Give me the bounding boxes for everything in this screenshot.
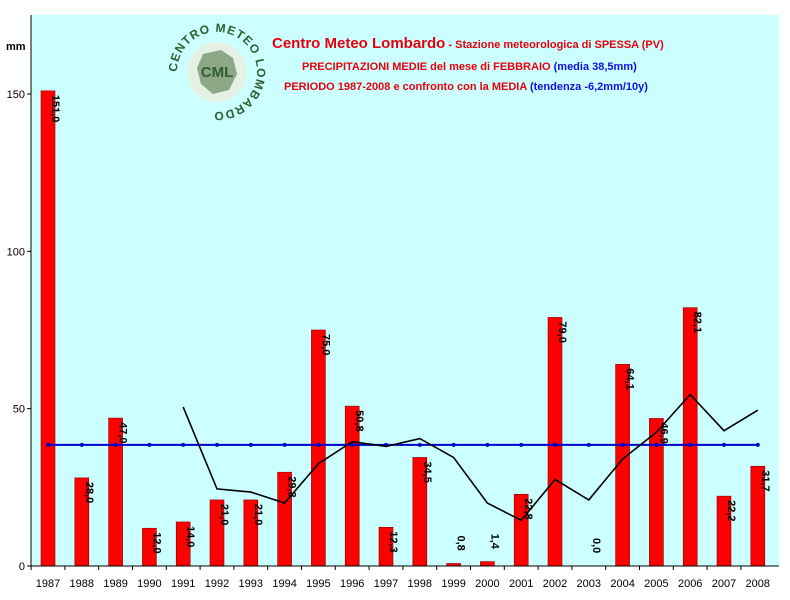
logo-region-shape <box>197 50 237 94</box>
x-tick-label: 1989 <box>103 578 127 590</box>
bar-value-label: 0,0 <box>590 538 602 553</box>
bar-value-label: 31,7 <box>759 470 771 491</box>
bar-value-label: 34,5 <box>421 461 433 482</box>
mean-marker <box>688 442 693 447</box>
chart-subtitle-1: PRECIPITAZIONI MEDIE del mese di FEBBRAI… <box>302 61 637 73</box>
mean-marker <box>553 442 557 447</box>
mean-marker <box>755 442 760 447</box>
x-tick-label: 1993 <box>239 578 263 590</box>
bars-layer <box>40 90 766 567</box>
bar-2000 <box>480 561 495 567</box>
mean-marker <box>181 442 186 447</box>
x-tick-label: 1990 <box>137 578 161 590</box>
bar-value-label: 29,8 <box>286 476 298 497</box>
moving-average-line <box>182 393 759 522</box>
bar-value-label: 0,8 <box>455 535 467 550</box>
x-tick-label: 2008 <box>746 578 770 590</box>
x-tick-label: 2007 <box>712 578 736 590</box>
mean-marker <box>451 442 456 447</box>
mean-marker <box>485 442 490 447</box>
mean-marker <box>586 442 591 447</box>
bar-2006 <box>682 307 698 567</box>
y-tick-label: 150 <box>7 89 25 101</box>
mean-marker <box>620 442 625 447</box>
bar-value-label: 12,0 <box>150 532 162 553</box>
bar-2002 <box>547 317 563 567</box>
y-tick-label: 100 <box>7 246 25 258</box>
x-tick-label: 2002 <box>543 578 567 590</box>
bar-value-label: 21,0 <box>218 504 230 525</box>
bar-value-label: 64,1 <box>624 368 636 389</box>
x-tick-label: 1991 <box>171 578 195 590</box>
x-tick-label: 2005 <box>644 578 668 590</box>
bar-value-label: 75,0 <box>319 334 331 355</box>
x-tick-label: 1987 <box>36 578 60 590</box>
x-tick-label: 2004 <box>610 578 634 590</box>
mean-marker <box>215 442 219 447</box>
bar-value-label: 14,0 <box>184 526 196 547</box>
mean-marker <box>113 442 118 447</box>
axes-layer: 0 50 100 150 1987 1988 1989 1990 1991 1992 1993 199… <box>7 15 779 590</box>
x-tick-label: 1996 <box>340 578 364 590</box>
mean-marker <box>147 442 152 447</box>
x-tick-label: 2003 <box>577 578 601 590</box>
bar-1995 <box>311 329 326 567</box>
lines-layer <box>46 393 760 522</box>
mean-marker <box>248 442 253 447</box>
mean-marker <box>79 442 84 447</box>
bar-value-label: 28,0 <box>83 482 95 503</box>
chart-subtitle-2: PERIODO 1987-2008 e confronto con la MED… <box>284 81 648 93</box>
bar-value-label: 21,0 <box>252 504 264 525</box>
mean-marker <box>722 442 726 447</box>
mean-marker <box>46 442 50 447</box>
bar-value-label: 12,3 <box>387 531 399 552</box>
bar-value-label: 82,1 <box>691 312 703 333</box>
bar-value-label: 46,9 <box>657 422 669 443</box>
bar-value-label: 22,8 <box>522 498 534 519</box>
x-tick-label: 1999 <box>441 578 465 590</box>
x-tick-label: 2001 <box>509 578 533 590</box>
mean-marker <box>519 442 524 447</box>
bar-1987 <box>40 90 56 567</box>
x-tick-label: 2000 <box>475 578 499 590</box>
bar-value-label: 1,4 <box>488 534 500 550</box>
bar-value-label: 22,2 <box>725 500 737 521</box>
x-tick-label: 1998 <box>408 578 432 590</box>
x-tick-label: 1997 <box>374 578 398 590</box>
x-tick-label: 1988 <box>70 578 94 590</box>
y-tick-label: 0 <box>19 561 25 573</box>
y-tick-label: 50 <box>13 404 25 416</box>
mean-marker <box>282 442 287 447</box>
logo-initials: CML <box>201 64 234 81</box>
x-tick-label: 2006 <box>678 578 702 590</box>
x-tick-label: 1992 <box>205 578 229 590</box>
chart-title: Centro Meteo Lombardo - Stazione meteoro… <box>272 35 664 52</box>
bar-value-label: 79,0 <box>556 321 568 342</box>
plot-area <box>31 15 779 566</box>
x-tick-label: 1995 <box>306 578 330 590</box>
mean-marker <box>654 442 659 447</box>
mean-marker <box>350 442 355 447</box>
mean-marker <box>316 442 321 447</box>
bar-labels-layer: 151,0 28,0 47,0 12,0 14,0 21,0 21,0 29,8 75,0 50,… <box>49 95 771 554</box>
mean-marker <box>417 442 422 447</box>
y-axis-unit-label: mm <box>6 41 26 53</box>
bar-value-label: 151,0 <box>49 95 61 123</box>
x-tick-label: 1994 <box>272 578 296 590</box>
bar-value-label: 50,8 <box>353 410 365 431</box>
bar-value-label: 47,0 <box>117 422 129 443</box>
